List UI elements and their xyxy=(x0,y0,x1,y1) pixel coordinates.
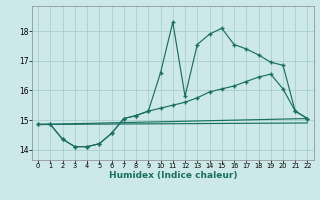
X-axis label: Humidex (Indice chaleur): Humidex (Indice chaleur) xyxy=(108,171,237,180)
